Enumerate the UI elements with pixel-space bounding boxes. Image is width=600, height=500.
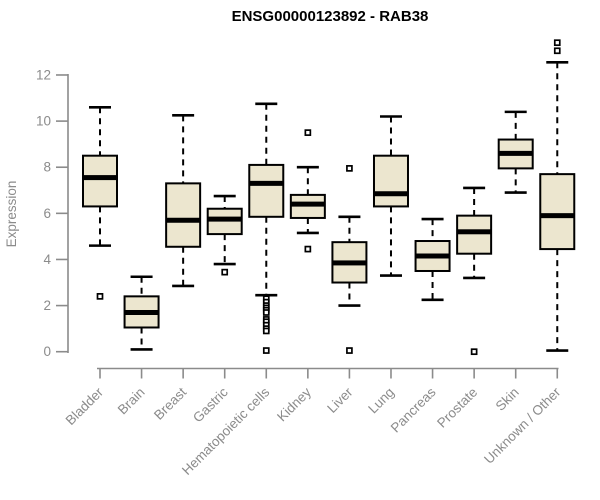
box-unknown-other xyxy=(539,173,576,251)
box-lung xyxy=(372,154,409,208)
outlier-point xyxy=(262,309,270,316)
category-label: Pancreas xyxy=(388,384,439,435)
category-label: Bladder xyxy=(63,384,107,428)
outlier-point xyxy=(553,39,561,47)
category-label: Gastric xyxy=(190,384,231,425)
median-line xyxy=(249,180,284,186)
box-prostate xyxy=(456,214,493,255)
box-bladder xyxy=(82,154,118,208)
y-tick-label: 2 xyxy=(43,298,51,313)
median-line xyxy=(166,217,201,223)
outlier-point xyxy=(262,347,270,354)
outlier-point xyxy=(553,47,561,55)
category-label: Lung xyxy=(365,385,397,417)
outlier-point xyxy=(96,293,104,300)
median-line xyxy=(124,309,159,315)
y-tick-label: 12 xyxy=(36,67,51,82)
median-line xyxy=(540,213,575,219)
category-label: Kidney xyxy=(274,384,314,424)
box-breast xyxy=(165,182,202,248)
outlier-point xyxy=(304,129,312,136)
y-tick-label: 10 xyxy=(36,114,51,129)
outlier-point xyxy=(262,327,270,335)
category-label: Breast xyxy=(151,384,189,422)
outlier-point xyxy=(470,348,478,356)
category-label: Prostate xyxy=(434,385,480,431)
median-line xyxy=(415,253,450,259)
y-tick-label: 8 xyxy=(43,160,51,175)
category-label: Unknown / Other xyxy=(481,384,564,467)
median-line xyxy=(290,201,325,207)
median-line xyxy=(457,229,492,235)
median-line xyxy=(207,216,242,222)
category-label: Liver xyxy=(324,384,356,416)
chart-title: ENSG00000123892 - RAB38 xyxy=(232,8,429,25)
category-label: Skin xyxy=(493,385,522,414)
category-label: Brain xyxy=(115,385,148,418)
y-tick-label: 6 xyxy=(43,206,51,221)
y-axis-label: Expression xyxy=(4,181,19,248)
outlier-point xyxy=(346,165,353,172)
box-hematopoietic-cells xyxy=(248,163,285,218)
median-line xyxy=(373,191,408,197)
outlier-point xyxy=(346,347,353,354)
median-line xyxy=(498,150,533,156)
outlier-point xyxy=(221,268,229,276)
median-line xyxy=(332,260,367,266)
y-tick-label: 0 xyxy=(43,344,51,359)
median-line xyxy=(83,175,117,181)
outlier-point xyxy=(304,245,312,253)
y-tick-label: 4 xyxy=(43,252,51,267)
